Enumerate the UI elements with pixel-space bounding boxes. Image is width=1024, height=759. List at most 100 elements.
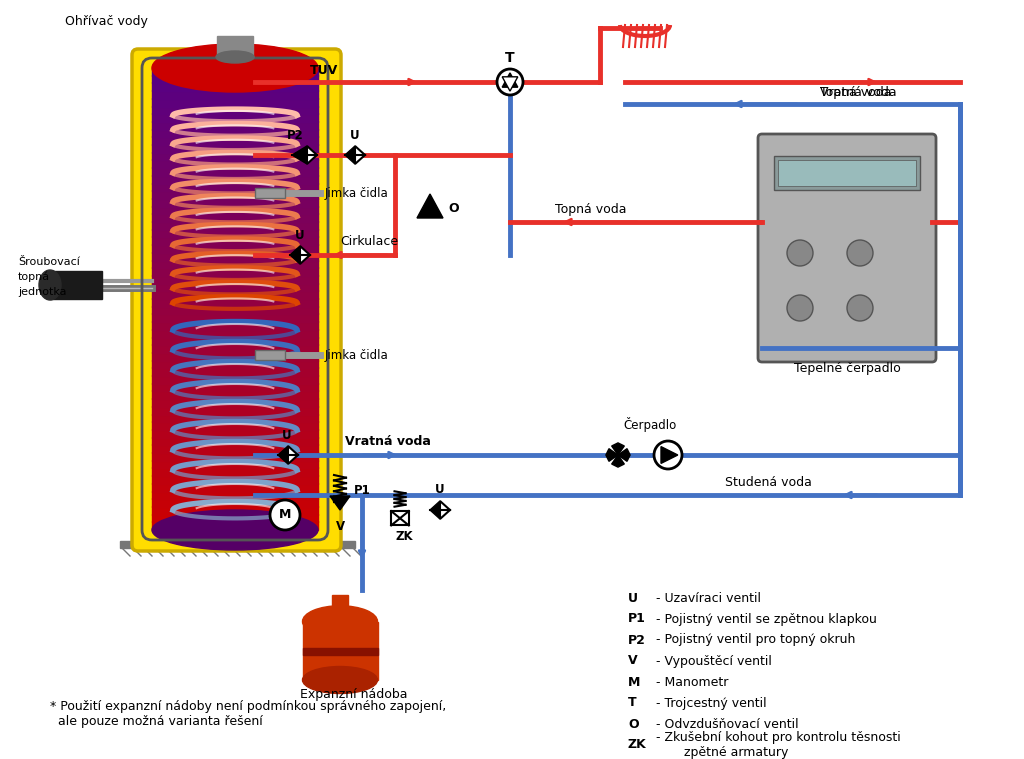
- Bar: [152, 228, 318, 238]
- Polygon shape: [440, 501, 450, 519]
- Bar: [152, 398, 318, 407]
- Text: U: U: [628, 591, 638, 604]
- Circle shape: [787, 240, 813, 266]
- Ellipse shape: [281, 541, 299, 549]
- Text: Čerpadlo: Čerpadlo: [624, 417, 677, 432]
- Text: O: O: [449, 201, 459, 215]
- Bar: [152, 475, 318, 483]
- Ellipse shape: [152, 44, 318, 92]
- Bar: [120, 541, 355, 548]
- Bar: [152, 521, 318, 530]
- Bar: [152, 506, 318, 515]
- Text: P2: P2: [287, 129, 304, 142]
- Circle shape: [787, 295, 813, 321]
- Text: * Použití expanzní nádoby není podmínkou správného zapojení,
  ale pouze možná v: * Použití expanzní nádoby není podmínkou…: [50, 700, 446, 728]
- Polygon shape: [355, 146, 365, 164]
- Polygon shape: [618, 449, 630, 461]
- Polygon shape: [288, 446, 298, 464]
- Polygon shape: [292, 146, 307, 164]
- Polygon shape: [300, 246, 310, 264]
- Ellipse shape: [302, 606, 378, 638]
- Bar: [152, 175, 318, 184]
- Bar: [152, 452, 318, 461]
- Bar: [50, 271, 102, 299]
- Bar: [152, 383, 318, 392]
- Text: U: U: [435, 483, 444, 496]
- Bar: [152, 236, 318, 245]
- Text: - Odvzdušňovací ventil: - Odvzdušňovací ventil: [656, 717, 799, 730]
- Text: Jimka čidla: Jimka čidla: [325, 187, 389, 200]
- Text: U: U: [282, 429, 292, 442]
- Text: P1: P1: [628, 613, 646, 625]
- Text: ZK: ZK: [396, 530, 414, 543]
- Text: Tepelné čerpadlo: Tepelné čerpadlo: [794, 362, 900, 375]
- Ellipse shape: [216, 51, 254, 63]
- Text: - Vypouštěcí ventil: - Vypouštěcí ventil: [656, 654, 772, 667]
- Bar: [778, 160, 916, 186]
- Bar: [152, 282, 318, 291]
- Bar: [152, 336, 318, 345]
- Bar: [152, 483, 318, 492]
- Bar: [152, 344, 318, 353]
- Bar: [152, 444, 318, 453]
- Bar: [152, 159, 318, 168]
- Text: - Manometr: - Manometr: [656, 676, 728, 688]
- Text: O: O: [628, 717, 639, 730]
- Text: U: U: [350, 129, 359, 142]
- Polygon shape: [330, 496, 350, 510]
- Bar: [152, 213, 318, 222]
- Text: Ohřívač vody: Ohřívač vody: [65, 15, 147, 28]
- Bar: [152, 313, 318, 322]
- Bar: [152, 198, 318, 206]
- Text: ZK: ZK: [628, 739, 647, 751]
- Bar: [152, 221, 318, 230]
- Bar: [217, 36, 253, 58]
- Bar: [152, 414, 318, 422]
- Bar: [152, 460, 318, 468]
- Text: Cirkulace: Cirkulace: [340, 235, 398, 248]
- Polygon shape: [417, 194, 443, 218]
- Text: Vratná voda: Vratná voda: [820, 86, 897, 99]
- Bar: [152, 267, 318, 276]
- Text: T: T: [505, 51, 515, 65]
- Text: M: M: [628, 676, 640, 688]
- Circle shape: [847, 240, 873, 266]
- Bar: [152, 128, 318, 137]
- Text: T: T: [628, 697, 637, 710]
- Bar: [152, 375, 318, 384]
- Bar: [774, 156, 920, 190]
- Text: Studená voda: Studená voda: [725, 476, 812, 489]
- Bar: [152, 429, 318, 438]
- Text: Topná voda: Topná voda: [820, 86, 892, 99]
- Text: Vratná voda: Vratná voda: [345, 435, 431, 448]
- Polygon shape: [611, 443, 625, 455]
- Bar: [152, 275, 318, 284]
- Text: - Uzavíraci ventil: - Uzavíraci ventil: [656, 591, 761, 604]
- Bar: [152, 329, 318, 338]
- Ellipse shape: [152, 510, 318, 550]
- Bar: [152, 468, 318, 476]
- Text: - Zkušební kohout pro kontrolu těsnosti
       zpětné armatury: - Zkušební kohout pro kontrolu těsnosti …: [656, 731, 901, 759]
- Polygon shape: [606, 449, 618, 461]
- Bar: [152, 498, 318, 507]
- Bar: [152, 321, 318, 330]
- Polygon shape: [611, 455, 625, 467]
- Bar: [152, 252, 318, 260]
- Text: jednotka: jednotka: [18, 287, 67, 297]
- Circle shape: [497, 69, 523, 95]
- Circle shape: [654, 441, 682, 469]
- Circle shape: [847, 295, 873, 321]
- Bar: [152, 144, 318, 153]
- Bar: [255, 350, 285, 360]
- Bar: [152, 121, 318, 130]
- Bar: [152, 206, 318, 214]
- FancyBboxPatch shape: [132, 49, 341, 551]
- Bar: [152, 113, 318, 122]
- Bar: [332, 594, 348, 613]
- Bar: [152, 182, 318, 191]
- Text: P1: P1: [354, 484, 371, 497]
- Bar: [152, 74, 318, 83]
- Bar: [152, 290, 318, 299]
- Ellipse shape: [302, 666, 378, 694]
- Text: - Pojistný ventil pro topný okruh: - Pojistný ventil pro topný okruh: [656, 634, 855, 647]
